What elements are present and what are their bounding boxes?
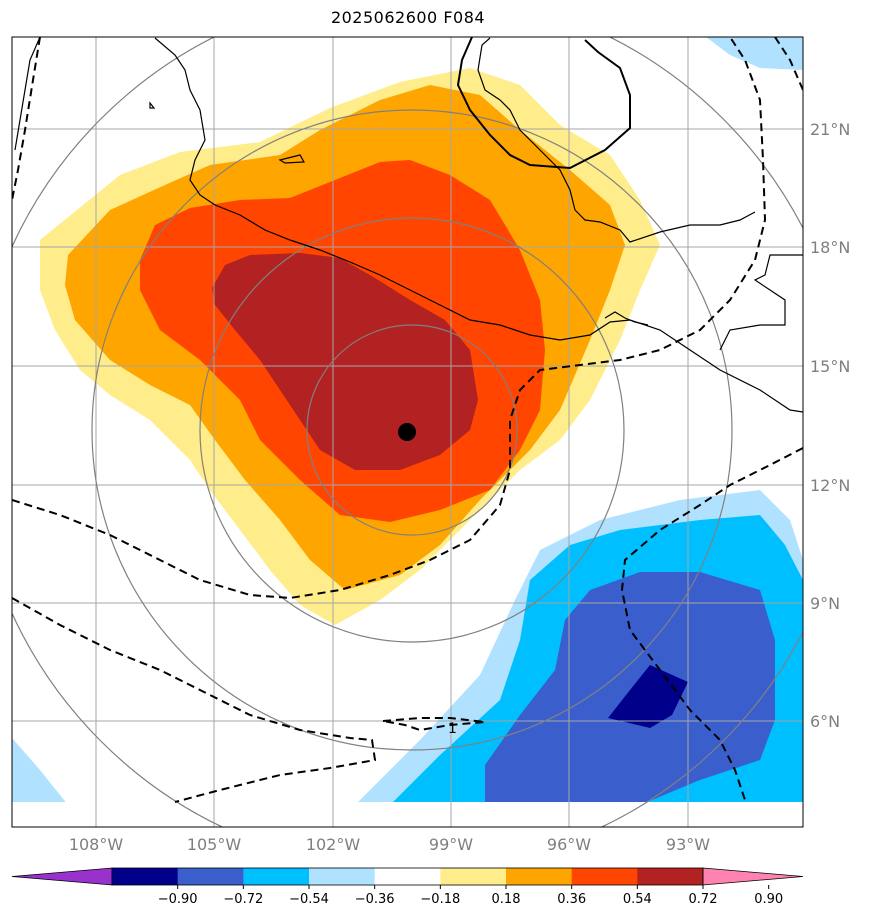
colorbar-swatch (112, 868, 179, 885)
map-title: 2025062600 F084 (330, 8, 486, 27)
distance-rings (12, 37, 803, 827)
colorbar-tick-label: −0.90 (158, 892, 198, 907)
colorbar-tick-label: −0.72 (223, 892, 263, 907)
contour-fill-0.72 (212, 253, 478, 470)
colorbar-extend-low (11, 867, 113, 886)
colorbar-tick-label: −0.36 (355, 892, 395, 907)
lon-label: 96°W (547, 835, 591, 854)
lon-label: 108°W (69, 835, 124, 854)
colorbar-tick-label: 0.72 (689, 892, 718, 907)
colorbar-swatch (571, 868, 638, 885)
dashed-contours (12, 37, 803, 803)
solid-contour (456, 37, 631, 170)
lat-label: 9°N (810, 594, 840, 613)
lon-label: 99°W (429, 835, 473, 854)
colorbar-tick-label: −0.54 (289, 892, 329, 907)
colorbar-swatch (637, 868, 704, 885)
colorbar-tick-label: 0.90 (754, 892, 783, 907)
lat-label: 18°N (810, 238, 850, 257)
map-frame (11, 36, 804, 828)
latitude-labels: 21°N 18°N 15°N 12°N 9°N 6°N (810, 120, 850, 731)
coastline (149, 37, 803, 413)
contour-label: 1 (448, 721, 457, 737)
contour-fill-neg-topright (706, 37, 803, 70)
colorbar-tick-label: 0.36 (557, 892, 586, 907)
lat-label: 15°N (810, 357, 850, 376)
colorbar-extend-high (702, 867, 804, 886)
colorbar-tick-label: 0.18 (492, 892, 521, 907)
lat-label: 12°N (810, 476, 850, 495)
lon-label: 105°W (187, 835, 242, 854)
storm-center-marker (398, 423, 416, 441)
graticule (12, 37, 803, 827)
lat-label: 21°N (810, 120, 850, 139)
colorbar-swatch (440, 868, 507, 885)
colorbar-swatch (243, 868, 310, 885)
coastline-northwest (14, 37, 41, 151)
colorbar-swatch (309, 868, 376, 885)
colorbar-swatch (374, 868, 441, 885)
colorbar-tick-label: 0.54 (623, 892, 652, 907)
colorbar-swatch (177, 868, 244, 885)
lon-label: 102°W (306, 835, 361, 854)
colorbar: −0.90 −0.72 −0.54 −0.36 −0.18 0.18 0.36 0.54 0.7… (11, 867, 804, 907)
colorbar-outline (111, 867, 704, 886)
colorbar-tick-label: −0.18 (420, 892, 460, 907)
colorbar-swatch (506, 868, 573, 885)
contour-fill-neg-0.54 (485, 572, 775, 805)
longitude-labels: 108°W 105°W 102°W 99°W 96°W 93°W (69, 835, 710, 854)
lon-label: 93°W (666, 835, 710, 854)
lat-label: 6°N (810, 712, 840, 731)
contour-fill-neg-bottomleft (12, 738, 68, 805)
